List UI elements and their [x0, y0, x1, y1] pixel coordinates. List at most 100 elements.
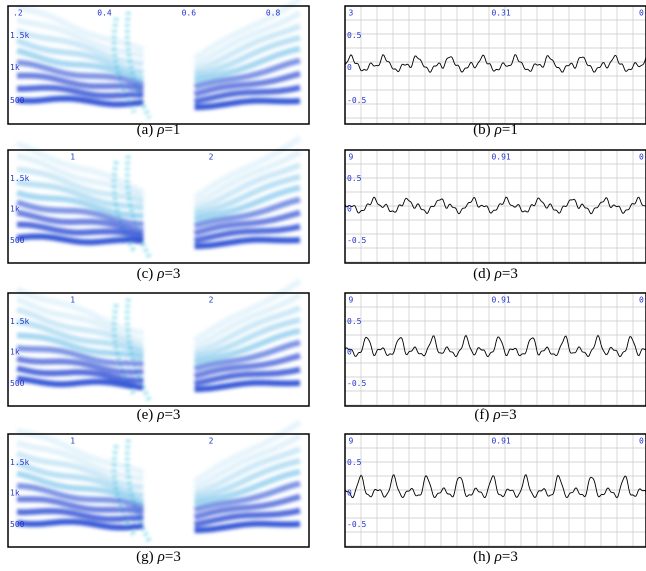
- harmonic-right: [193, 292, 302, 351]
- waveform-line: [344, 196, 646, 215]
- caption: (c) ρ=3: [137, 266, 181, 282]
- panel-border: [344, 5, 646, 125]
- harmonic-left: [16, 427, 145, 476]
- harmonic-left: [16, 72, 145, 93]
- panel-border: [344, 292, 646, 407]
- top-axis-label: 3: [349, 9, 354, 18]
- harmonic-left: [16, 318, 145, 357]
- harmonic-left: [16, 470, 145, 506]
- harmonic-right: [194, 223, 301, 244]
- caption: (f) ρ=3: [474, 407, 516, 423]
- panel-border: [7, 433, 310, 548]
- waveform-line: [344, 474, 646, 499]
- harmonic-left: [16, 59, 145, 88]
- panel-border: [7, 149, 310, 264]
- caption-symbol: ρ: [492, 407, 500, 423]
- left-axis-label: 1k: [10, 63, 20, 72]
- harmonic-right: [193, 316, 301, 361]
- panel-border: [7, 292, 310, 407]
- caption-value: =3: [165, 549, 181, 565]
- left-axis-label: 500: [10, 520, 25, 529]
- caption-symbol: ρ: [156, 122, 164, 138]
- top-axis-label: 0.4: [97, 9, 112, 18]
- top-axis-label: 0.8: [266, 9, 281, 18]
- panel: 3 0.31 0. 0.5 0 -0.5: [344, 5, 646, 125]
- left-axis-label: 1k: [10, 347, 20, 356]
- harmonic-right: [193, 196, 301, 229]
- left-axis-label: 500: [10, 96, 25, 105]
- caption-label: (d): [473, 266, 491, 282]
- left-axis-label: 0.5: [347, 174, 362, 183]
- caption-label: (f): [474, 407, 489, 423]
- caption-symbol: ρ: [494, 266, 502, 282]
- left-axis-label: -0.5: [347, 379, 366, 388]
- caption-symbol: ρ: [156, 407, 164, 423]
- top-axis-label: 1: [70, 296, 75, 305]
- harmonic-left: [16, 47, 145, 83]
- harmonic-left: [15, 27, 144, 67]
- top-axis-label: 1: [70, 437, 75, 446]
- harmonic-left: [16, 179, 144, 212]
- harmonic-right: [193, 10, 302, 69]
- top-axis-label: 2: [209, 296, 214, 305]
- left-axis-label: 1.5k: [10, 174, 29, 183]
- caption-value: =3: [501, 407, 517, 423]
- harmonic-right: [193, 305, 302, 356]
- harmonic-right: [193, 162, 302, 213]
- harmonic-left: [16, 4, 145, 53]
- left-axis-label: 0.5: [347, 31, 362, 40]
- harmonic-right: [193, 446, 302, 497]
- harmonic-right: [193, 70, 301, 98]
- left-axis-label: 500: [10, 379, 25, 388]
- panel: .2 0.4 0.6 0.8 1.5k 1k 500: [7, 0, 310, 125]
- harmonic-left: [16, 507, 144, 523]
- harmonic-left: [16, 95, 144, 108]
- panel: 9 0.91 0. 0.5 0 -0.5: [344, 149, 646, 264]
- harmonic-right: [193, 149, 302, 208]
- harmonic-right: [194, 520, 301, 534]
- left-axis-label: 1k: [10, 488, 20, 497]
- harmonic-left: [16, 518, 144, 531]
- caption: (h) ρ=3: [473, 549, 518, 565]
- left-axis-label: 1.5k: [10, 317, 29, 326]
- harmonic-left: [16, 345, 144, 368]
- top-axis-label: 0.: [639, 296, 646, 305]
- caption: (a) ρ=1: [137, 122, 181, 138]
- harmonic-left: [16, 482, 145, 511]
- harmonic-left: [16, 233, 144, 246]
- harmonic-left: [16, 332, 145, 361]
- harmonic-right: [194, 366, 301, 387]
- caption-label: (b): [473, 122, 491, 138]
- harmonic-right: [193, 352, 301, 380]
- harmonic-left: [15, 37, 144, 76]
- caption-label: (h): [473, 549, 491, 565]
- top-axis-label: 1: [70, 153, 75, 162]
- left-axis-label: 0: [347, 488, 352, 497]
- left-axis-label: 1.5k: [10, 31, 29, 40]
- harmonic-left: [16, 440, 145, 483]
- left-axis-label: -0.5: [347, 520, 366, 529]
- harmonic-right: [193, 339, 301, 372]
- harmonic-right: [193, 173, 301, 218]
- harmonic-left: [15, 140, 145, 196]
- caption-symbol: ρ: [494, 122, 502, 138]
- top-axis-label: 0.91: [491, 296, 510, 305]
- harmonic-right: [194, 84, 301, 105]
- harmonic-right: [193, 480, 301, 513]
- left-axis-label: 0: [347, 204, 352, 213]
- top-axis-label: .2: [13, 9, 23, 18]
- harmonic-right: [193, 23, 302, 74]
- top-axis-label: 9: [349, 153, 354, 162]
- harmonic-left: [15, 286, 145, 337]
- panel: 1 2 1.5k 1k 500: [7, 419, 310, 548]
- spectrogram-image: [15, 278, 302, 402]
- caption-label: (g): [136, 549, 154, 565]
- harmonic-right: [193, 45, 301, 84]
- harmonic-left: [16, 199, 144, 228]
- left-axis-label: -0.5: [347, 96, 366, 105]
- harmonic-right: [193, 457, 301, 502]
- harmonic-right: [193, 493, 301, 521]
- harmonic-left: [16, 166, 145, 205]
